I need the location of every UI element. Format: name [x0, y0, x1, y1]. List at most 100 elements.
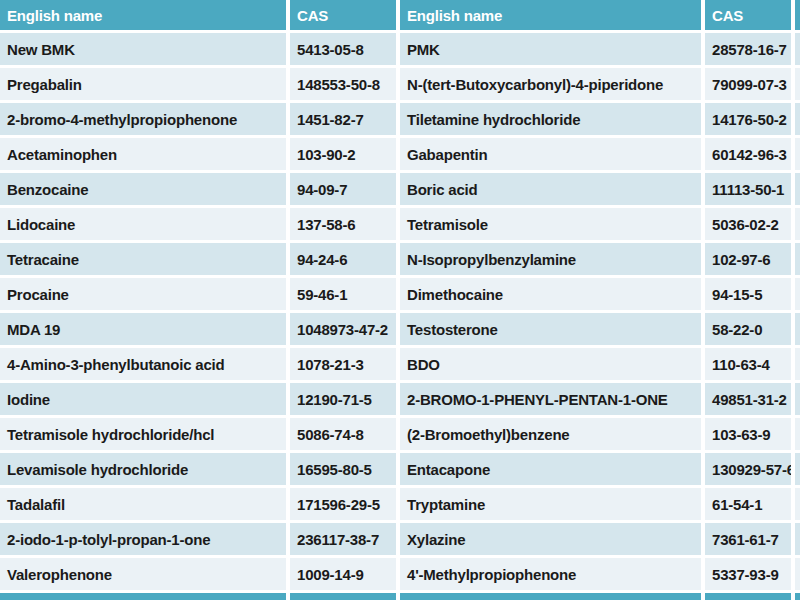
- cell-cas: 1451-82-7: [290, 103, 400, 138]
- footer-strip-segment: [705, 593, 795, 600]
- cell-cas: 1009-14-9: [290, 558, 400, 593]
- cell-cas: 102-97-6: [705, 243, 795, 278]
- cell-english-name: Pregabalin: [0, 68, 290, 103]
- cell-english-name: MDA 19: [0, 313, 290, 348]
- cell-english-name: Dimethocaine: [400, 278, 705, 313]
- table-row: MDA 19 1048973-47-2 Testosterone 58-22-0: [0, 313, 800, 348]
- table-row: New BMK 5413-05-8 PMK 28578-16-7: [0, 33, 800, 68]
- cell-cas: 49851-31-2: [705, 383, 795, 418]
- cell-cas: 5413-05-8: [290, 33, 400, 68]
- cell-english-name: Tryptamine: [400, 488, 705, 523]
- row-edge-sliver: [795, 348, 800, 383]
- cell-cas: 79099-07-3: [705, 68, 795, 103]
- cell-english-name: Testosterone: [400, 313, 705, 348]
- table-footer-strip: [0, 593, 800, 600]
- cell-english-name: 2-bromo-4-methylpropiophenone: [0, 103, 290, 138]
- row-edge-sliver: [795, 523, 800, 558]
- table-row: Tetracaine 94-24-6 N-Isopropylbenzylamin…: [0, 243, 800, 278]
- cell-english-name: (2-Bromoethyl)benzene: [400, 418, 705, 453]
- cell-cas: 94-24-6: [290, 243, 400, 278]
- cell-english-name: Levamisole hydrochloride: [0, 453, 290, 488]
- header-row: English name CAS English name CAS: [0, 0, 800, 33]
- cell-cas: 148553-50-8: [290, 68, 400, 103]
- cell-english-name: Valerophenone: [0, 558, 290, 593]
- cell-cas: 5036-02-2: [705, 208, 795, 243]
- cell-english-name: Procaine: [0, 278, 290, 313]
- table-row: Benzocaine 94-09-7 Boric acid 11113-50-1: [0, 173, 800, 208]
- table-row: Tetramisole hydrochloride/hcl 5086-74-8 …: [0, 418, 800, 453]
- column-header-cas-left: CAS: [290, 0, 400, 33]
- cell-cas: 16595-80-5: [290, 453, 400, 488]
- table-row: Pregabalin 148553-50-8 N-(tert-Butoxycar…: [0, 68, 800, 103]
- cell-english-name: PMK: [400, 33, 705, 68]
- cell-english-name: Xylazine: [400, 523, 705, 558]
- row-edge-sliver: [795, 33, 800, 68]
- cell-english-name: Iodine: [0, 383, 290, 418]
- cell-cas: 5086-74-8: [290, 418, 400, 453]
- cell-cas: 11113-50-1: [705, 173, 795, 208]
- cell-cas: 7361-61-7: [705, 523, 795, 558]
- table-row: Levamisole hydrochloride 16595-80-5 Enta…: [0, 453, 800, 488]
- cell-cas: 14176-50-2: [705, 103, 795, 138]
- cell-cas: 61-54-1: [705, 488, 795, 523]
- cell-english-name: N-(tert-Butoxycarbonyl)-4-piperidone: [400, 68, 705, 103]
- row-edge-sliver: [795, 208, 800, 243]
- cell-cas: 94-09-7: [290, 173, 400, 208]
- cell-cas: 28578-16-7: [705, 33, 795, 68]
- row-edge-sliver: [795, 418, 800, 453]
- row-edge-sliver: [795, 453, 800, 488]
- row-edge-sliver: [795, 243, 800, 278]
- cell-english-name: 4'-Methylpropiophenone: [400, 558, 705, 593]
- table-row: Iodine 12190-71-5 2-BROMO-1-PHENYL-PENTA…: [0, 383, 800, 418]
- cell-english-name: New BMK: [0, 33, 290, 68]
- column-header-cas-right: CAS: [705, 0, 795, 33]
- chemical-table-page: English name CAS English name CAS New BM…: [0, 0, 800, 600]
- cell-english-name: Benzocaine: [0, 173, 290, 208]
- footer-strip-segment: [290, 593, 400, 600]
- table-row: 2-iodo-1-p-tolyl-propan-1-one 236117-38-…: [0, 523, 800, 558]
- cell-english-name: 2-iodo-1-p-tolyl-propan-1-one: [0, 523, 290, 558]
- row-edge-sliver: [795, 383, 800, 418]
- cell-cas: 58-22-0: [705, 313, 795, 348]
- table-row: Acetaminophen 103-90-2 Gabapentin 60142-…: [0, 138, 800, 173]
- chemical-products-table: English name CAS English name CAS New BM…: [0, 0, 800, 600]
- cell-english-name: 4-Amino-3-phenylbutanoic acid: [0, 348, 290, 383]
- row-edge-sliver: [795, 173, 800, 208]
- cell-cas: 103-63-9: [705, 418, 795, 453]
- cell-english-name: Gabapentin: [400, 138, 705, 173]
- row-edge-sliver: [795, 313, 800, 348]
- cell-cas: 59-46-1: [290, 278, 400, 313]
- cell-english-name: Lidocaine: [0, 208, 290, 243]
- cell-english-name: Acetaminophen: [0, 138, 290, 173]
- cell-english-name: Tetramisole hydrochloride/hcl: [0, 418, 290, 453]
- cell-english-name: BDO: [400, 348, 705, 383]
- cell-english-name: N-Isopropylbenzylamine: [400, 243, 705, 278]
- header-edge-sliver: [795, 0, 800, 33]
- cell-english-name: Boric acid: [400, 173, 705, 208]
- column-header-english-name-left: English name: [0, 0, 290, 33]
- table-row: Valerophenone 1009-14-9 4'-Methylpropiop…: [0, 558, 800, 593]
- row-edge-sliver: [795, 68, 800, 103]
- column-header-english-name-right: English name: [400, 0, 705, 33]
- cell-cas: 130929-57-6: [705, 453, 795, 488]
- row-edge-sliver: [795, 488, 800, 523]
- table-row: 4-Amino-3-phenylbutanoic acid 1078-21-3 …: [0, 348, 800, 383]
- table-row: Tadalafil 171596-29-5 Tryptamine 61-54-1: [0, 488, 800, 523]
- cell-english-name: Tetracaine: [0, 243, 290, 278]
- cell-cas: 94-15-5: [705, 278, 795, 313]
- footer-strip-segment: [0, 593, 290, 600]
- cell-cas: 1048973-47-2: [290, 313, 400, 348]
- cell-english-name: Tetramisole: [400, 208, 705, 243]
- cell-cas: 110-63-4: [705, 348, 795, 383]
- cell-english-name: 2-BROMO-1-PHENYL-PENTAN-1-ONE: [400, 383, 705, 418]
- cell-cas: 103-90-2: [290, 138, 400, 173]
- cell-cas: 5337-93-9: [705, 558, 795, 593]
- footer-strip-segment: [400, 593, 705, 600]
- row-edge-sliver: [795, 138, 800, 173]
- row-edge-sliver: [795, 558, 800, 593]
- footer-strip-segment: [795, 593, 800, 600]
- row-edge-sliver: [795, 103, 800, 138]
- cell-english-name: Tadalafil: [0, 488, 290, 523]
- cell-cas: 171596-29-5: [290, 488, 400, 523]
- cell-cas: 1078-21-3: [290, 348, 400, 383]
